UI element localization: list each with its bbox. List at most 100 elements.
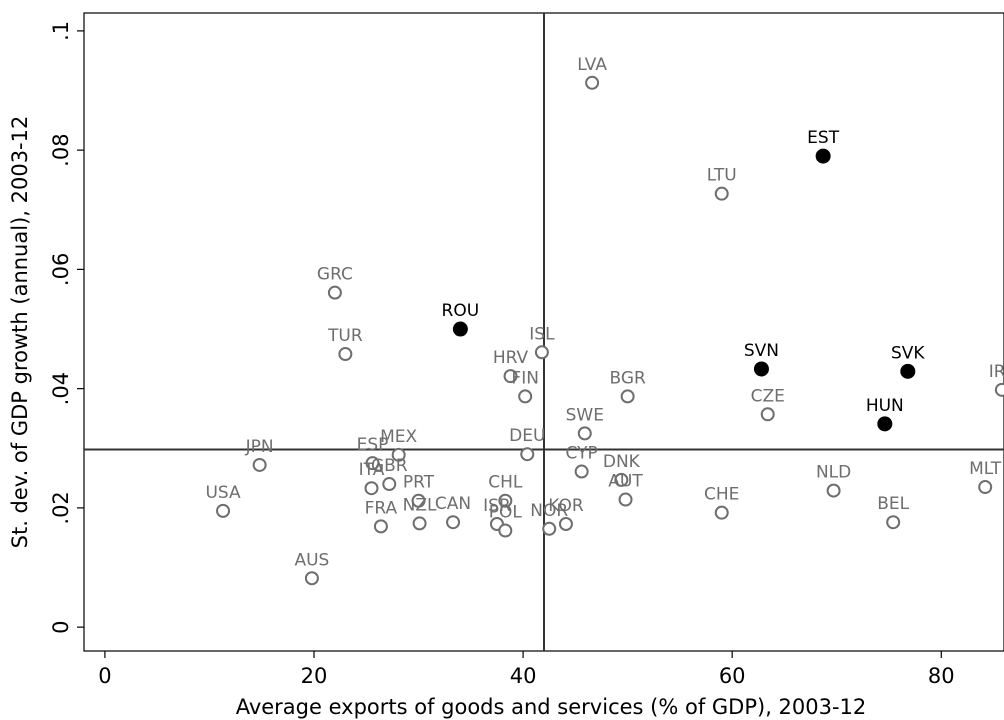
y-tick-label: .04 xyxy=(49,372,73,405)
point-irl: IRL xyxy=(989,362,1004,397)
point-mex: MEX xyxy=(380,427,418,462)
point-ltu: LTU xyxy=(707,166,737,201)
point-label: NOR xyxy=(530,501,568,521)
point-marker xyxy=(714,186,729,201)
point-marker xyxy=(886,515,901,530)
point-label: GRC xyxy=(317,265,353,285)
point-cze: CZE xyxy=(751,386,785,422)
point-mlt: MLT xyxy=(969,459,1002,495)
point-marker xyxy=(503,369,518,384)
point-label: USA xyxy=(205,483,241,503)
point-nor: NOR xyxy=(530,501,568,536)
point-label: HUN xyxy=(866,396,904,416)
point-kor: KOR xyxy=(548,496,584,531)
point-grc: GRC xyxy=(317,265,353,300)
point-marker xyxy=(760,407,775,422)
y-tick-label: 0 xyxy=(49,620,73,633)
point-label: LVA xyxy=(577,55,607,75)
point-prt: PRT xyxy=(403,473,435,508)
point-label: CHL xyxy=(488,473,523,493)
y-tick-label: .1 xyxy=(49,21,73,41)
point-marker xyxy=(411,493,426,508)
point-label: SVN xyxy=(744,341,779,361)
point-hrv: HRV xyxy=(493,348,529,384)
point-fra: FRA xyxy=(365,498,398,534)
point-marker xyxy=(382,477,397,492)
x-tick-label: 0 xyxy=(98,664,111,688)
point-marker xyxy=(826,483,841,498)
point-est: EST xyxy=(807,128,840,164)
point-marker xyxy=(815,148,831,164)
point-label: FIN xyxy=(511,368,539,388)
point-label: MLT xyxy=(969,459,1002,479)
point-marker xyxy=(373,519,388,534)
point-cyp: CYP xyxy=(566,444,598,479)
point-marker xyxy=(574,464,589,479)
point-dnk: DNK xyxy=(603,452,641,487)
point-label: CYP xyxy=(566,444,598,464)
point-label: AUS xyxy=(294,550,329,570)
point-fin: FIN xyxy=(511,368,539,404)
point-deu: DEU xyxy=(509,426,545,462)
point-label: ROU xyxy=(442,301,480,321)
point-label: FRA xyxy=(365,498,398,518)
point-marker xyxy=(520,447,535,462)
point-che: CHE xyxy=(704,485,739,520)
point-aus: AUS xyxy=(294,550,329,586)
point-esp: ESP xyxy=(357,435,389,471)
x-tick-label: 60 xyxy=(719,664,746,688)
point-isl: ISL xyxy=(529,324,555,360)
point-marker xyxy=(498,493,513,508)
point-tur: TUR xyxy=(327,326,363,362)
point-label: POL xyxy=(489,503,523,523)
point-label: GBR xyxy=(371,456,408,476)
point-label: ESP xyxy=(357,435,389,455)
point-bel: BEL xyxy=(877,494,910,530)
point-marker xyxy=(452,321,468,337)
point-bgr: BGR xyxy=(609,368,646,404)
point-label: BGR xyxy=(609,368,646,388)
point-marker xyxy=(327,285,342,300)
point-label: KOR xyxy=(548,496,584,516)
point-marker xyxy=(978,480,993,495)
point-marker xyxy=(585,75,600,90)
point-label: CZE xyxy=(751,386,785,406)
y-tick-label: .06 xyxy=(49,253,73,286)
x-tick-label: 80 xyxy=(928,664,955,688)
point-nld: NLD xyxy=(816,463,851,498)
point-label: TUR xyxy=(327,326,363,346)
point-marker xyxy=(412,516,427,531)
axes: 0 20 40 60 80 0 .02 .04 .06 .08 .1 xyxy=(49,21,955,688)
point-svk: SVK xyxy=(891,343,925,379)
point-label: CAN xyxy=(435,494,471,514)
point-label: SWE xyxy=(566,405,604,425)
point-marker xyxy=(542,521,557,536)
point-label: MEX xyxy=(380,427,417,447)
point-marker xyxy=(900,363,916,379)
point-marker xyxy=(498,523,513,538)
point-marker xyxy=(618,492,633,507)
point-label: ITA xyxy=(359,460,385,480)
point-label: NLD xyxy=(816,463,851,483)
x-tick-label: 40 xyxy=(510,664,537,688)
point-label: PRT xyxy=(403,473,435,493)
point-label: IRL xyxy=(989,362,1004,382)
point-label: ISL xyxy=(529,324,555,344)
point-label: CHE xyxy=(704,485,739,505)
point-hun: HUN xyxy=(866,396,904,432)
point-marker xyxy=(558,516,573,531)
point-can: CAN xyxy=(435,494,471,530)
point-svn: SVN xyxy=(744,341,779,377)
point-swe: SWE xyxy=(566,405,604,441)
point-label: AUT xyxy=(608,472,643,492)
point-nzl: NZL xyxy=(403,495,437,531)
point-gbr: GBR xyxy=(371,456,408,492)
point-marker xyxy=(338,347,353,362)
point-marker xyxy=(620,389,635,404)
point-label: LTU xyxy=(707,166,737,186)
point-marker xyxy=(877,416,893,432)
point-marker xyxy=(304,571,319,586)
point-label: DNK xyxy=(603,452,641,472)
reference-lines xyxy=(84,13,1004,651)
